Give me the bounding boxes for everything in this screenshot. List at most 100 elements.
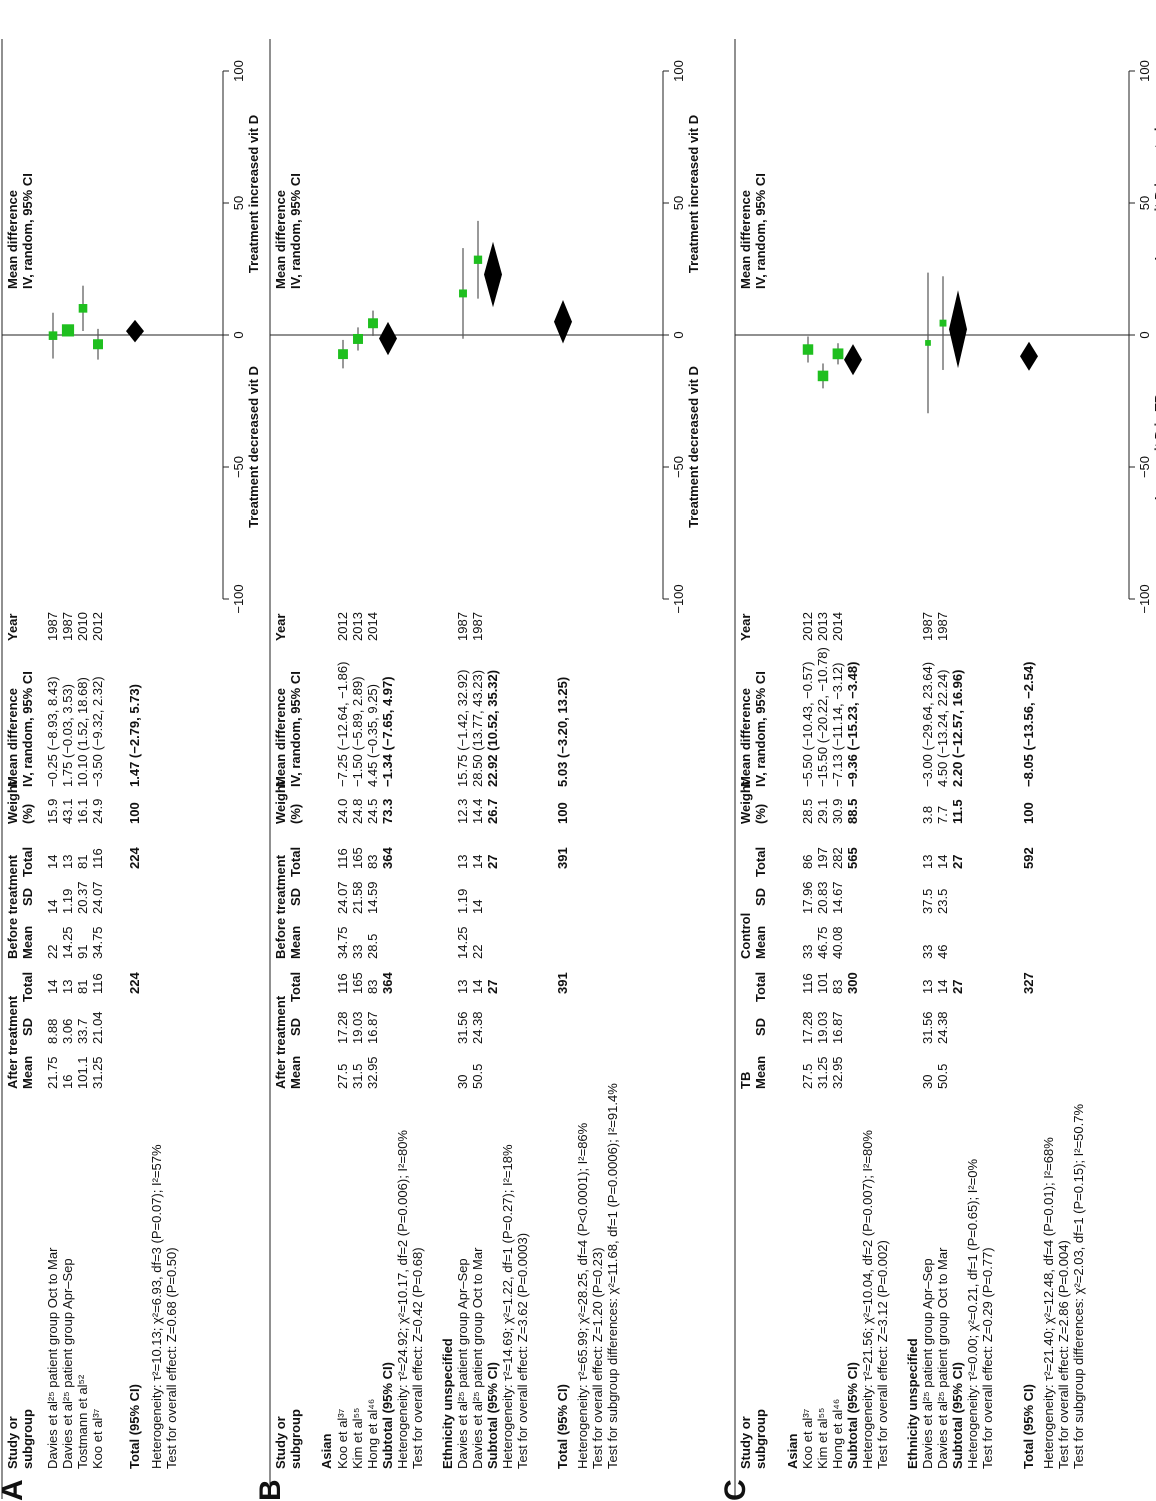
group2-mean: 34.75 — [335, 926, 350, 959]
summary-diamond — [484, 241, 502, 308]
row-label-bold: Subtotal (95% CI) — [845, 1362, 860, 1469]
group1-total: 224 — [127, 972, 142, 994]
group2-sd: 1.19 — [60, 888, 75, 914]
group2-total: 14 — [935, 854, 950, 869]
group2-total: 14 — [470, 854, 485, 869]
mean-difference-ci: −15.50 (−20.22, −10.78) — [815, 647, 830, 787]
effect-square — [61, 324, 75, 337]
weight-value: 30.9 — [830, 798, 845, 824]
group1-total: 327 — [1021, 972, 1036, 994]
group2-total: 197 — [815, 847, 830, 869]
group2-mean: 34.75 — [90, 926, 105, 959]
column-header-weight-unit: (%) — [288, 803, 303, 824]
study-year: 2012 — [800, 612, 815, 641]
column-header-mean-difference: Mean difference — [273, 688, 288, 787]
column-header-group1: TB — [738, 1071, 753, 1089]
group2-total: 364 — [380, 847, 395, 869]
group2-total: 116 — [335, 848, 350, 869]
mean-difference-ci: −8.05 (−13.56, −2.54) — [1021, 661, 1036, 787]
weight-value: 24.5 — [365, 798, 380, 824]
group2-mean: 22 — [470, 944, 485, 959]
group2-mean: 28.5 — [365, 933, 380, 959]
statistics-note: Heterogeneity: τ²=24.92; χ²=10.17, df=2 … — [395, 1130, 410, 1469]
group2-sd: 24.07 — [335, 881, 350, 914]
effect-square — [338, 349, 348, 360]
weight-value: 16.1 — [75, 798, 90, 824]
statistics-note: Test for overall effect: Z=3.12 (P=0.002… — [875, 1240, 890, 1469]
group2-sd: 21.58 — [350, 881, 365, 914]
row-label-bold: Total (95% CI) — [1021, 1384, 1036, 1469]
group1-mean: 50.5 — [470, 1063, 485, 1089]
plot-header-method: IV, random, 95% CI — [20, 173, 35, 289]
mean-difference-ci: 1.75 (−0.03, 3.53) — [60, 684, 75, 787]
weight-value: 15.9 — [45, 798, 60, 824]
column-header-method: IV, random, 95% CI — [753, 671, 768, 787]
group2-total: 13 — [455, 854, 470, 869]
group2-sd: 17.96 — [800, 881, 815, 914]
row-label-bold: Subtotal (95% CI) — [380, 1362, 395, 1469]
group1-total: 81 — [75, 979, 90, 994]
group2-sd: 14 — [45, 899, 60, 914]
weight-value: 24.9 — [90, 798, 105, 824]
study-year: 2012 — [90, 612, 105, 641]
statistics-note: Test for overall effect: Z=0.29 (P=0.77) — [980, 1247, 995, 1469]
weight-value: 24.8 — [350, 798, 365, 824]
mean-difference-ci: −0.25 (−8.93, 8.43) — [45, 676, 60, 787]
column-header-mean: Mean — [288, 1055, 303, 1089]
mean-difference-ci: −7.25 (−12.64, −1.86) — [335, 661, 350, 787]
group1-mean: 32.95 — [365, 1056, 380, 1089]
group1-sd: 3.06 — [60, 1018, 75, 1044]
study-name: Davies et al²⁵ patient group Apr–Sep — [60, 1258, 75, 1469]
group2-sd: 23.5 — [935, 888, 950, 914]
group1-sd: 19.03 — [350, 1011, 365, 1044]
study-year: 1987 — [60, 612, 75, 641]
weight-value: 100 — [127, 802, 142, 824]
group2-mean: 33 — [920, 944, 935, 959]
x-tick-label: −100 — [1137, 584, 1152, 614]
row-label-bold: Asian — [319, 1433, 334, 1469]
column-header-total: Total — [288, 971, 303, 1002]
axis-label-left: Treatment decreased vit D — [686, 366, 701, 528]
group1-mean: 27.5 — [800, 1063, 815, 1089]
group1-mean: 32.95 — [830, 1056, 845, 1089]
group1-mean: 30 — [455, 1074, 470, 1089]
group1-sd: 16.87 — [830, 1011, 845, 1044]
column-header-group2: Before treatment — [5, 854, 20, 959]
x-tick-label: 100 — [1137, 60, 1152, 82]
study-year: 2014 — [830, 612, 845, 641]
group1-total: 300 — [845, 972, 860, 994]
mean-difference-ci: 22.92 (10.52, 35.32) — [485, 669, 500, 787]
effect-square — [939, 319, 947, 327]
row-label-bold: Subtotal (95% CI) — [950, 1362, 965, 1469]
group2-total: 391 — [555, 847, 570, 869]
column-header-sd: SD — [753, 1017, 768, 1036]
group2-total: 14 — [45, 854, 60, 869]
panel-letter: C — [719, 1479, 752, 1501]
weight-value: 12.3 — [455, 798, 470, 824]
group2-mean: 33 — [800, 944, 815, 959]
group1-sd: 24.38 — [935, 1011, 950, 1044]
plot-header-title: Mean difference — [273, 190, 288, 289]
column-header-mean-difference: Mean difference — [738, 688, 753, 787]
column-header-mean: Mean — [20, 1055, 35, 1089]
group2-mean: 14.25 — [455, 926, 470, 959]
weight-value: 29.1 — [815, 798, 830, 824]
x-tick-label: −100 — [671, 584, 686, 614]
axis-label-left: Treatment decreased vit D — [246, 366, 261, 528]
study-name: Kim et al⁵⁵ — [350, 1407, 365, 1469]
mean-difference-ci: 28.50 (13.77, 43.23) — [470, 669, 485, 787]
mean-difference-ci: −1.34 (−7.65, 4.97) — [380, 676, 395, 787]
plot-header-method: IV, random, 95% CI — [288, 173, 303, 289]
study-year: 1987 — [470, 612, 485, 641]
group2-total: 224 — [127, 847, 142, 869]
summary-diamond — [126, 319, 144, 343]
group2-mean: 91 — [75, 944, 90, 959]
study-name: Kim et al⁵⁵ — [815, 1407, 830, 1469]
group2-total: 282 — [830, 847, 845, 869]
weight-value: 88.5 — [845, 798, 860, 824]
group2-sd: 20.83 — [815, 881, 830, 914]
study-year: 2012 — [335, 612, 350, 641]
x-tick-label: 0 — [671, 331, 686, 339]
